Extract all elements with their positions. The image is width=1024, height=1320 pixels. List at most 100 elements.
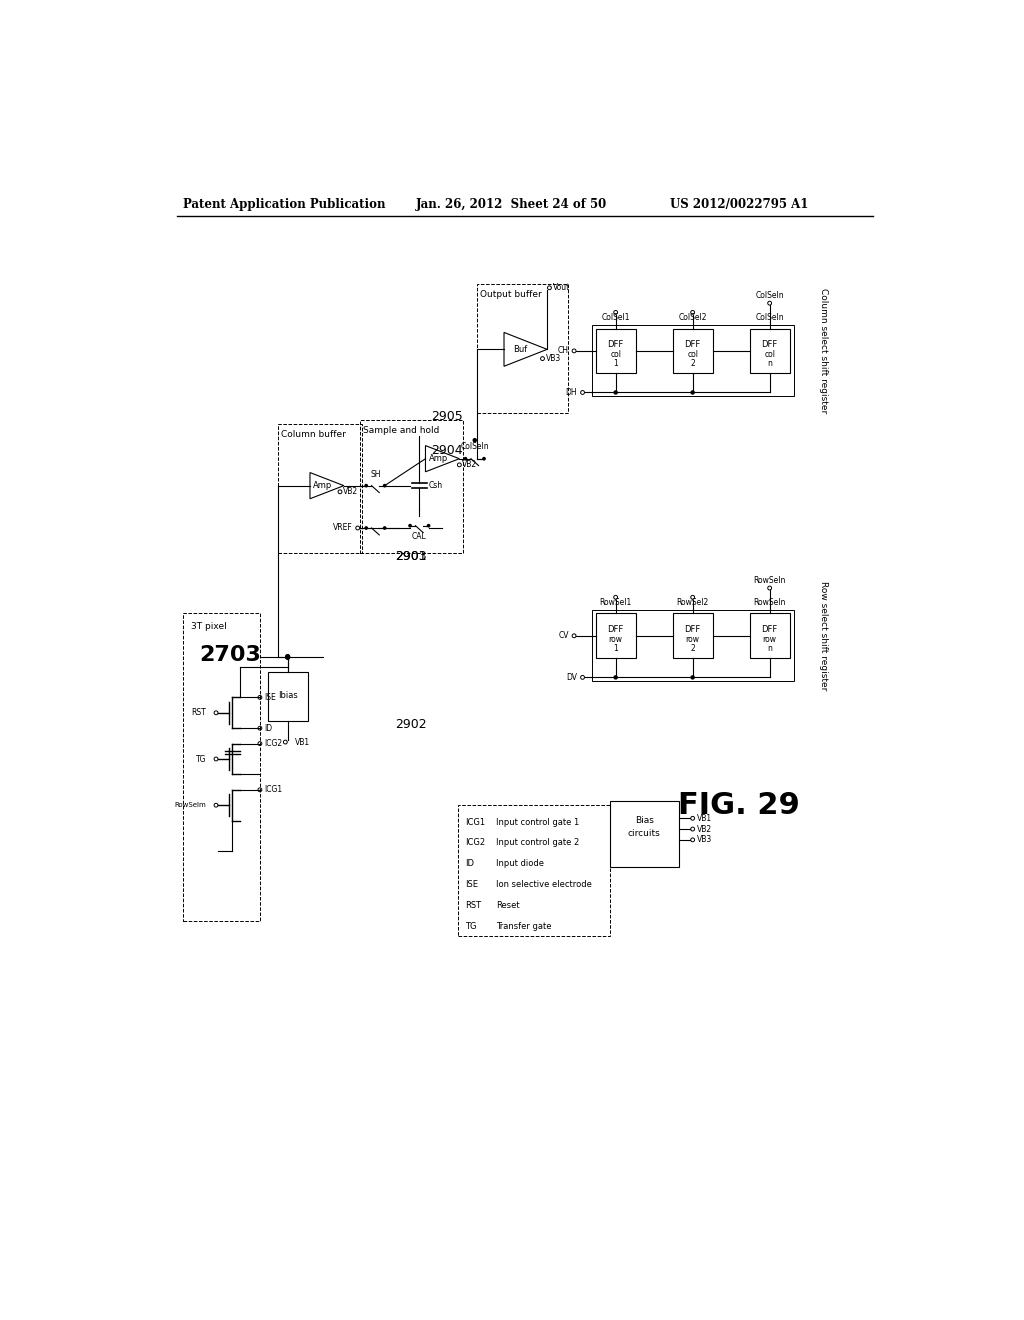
Text: ISE: ISE (466, 880, 478, 888)
Bar (592, 325, 794, 396)
Text: DFF: DFF (607, 626, 624, 634)
Bar (592, 610, 794, 681)
Text: 2: 2 (690, 359, 695, 368)
Text: ICG2: ICG2 (264, 739, 282, 748)
Text: col: col (764, 350, 775, 359)
Text: VB3: VB3 (546, 354, 561, 363)
Text: col: col (687, 350, 698, 359)
Text: 2703: 2703 (200, 645, 261, 665)
Text: ICG1: ICG1 (466, 817, 485, 826)
Text: RowSel1: RowSel1 (599, 598, 632, 607)
Text: Ion selective electrode: Ion selective electrode (497, 880, 592, 888)
Text: 1: 1 (613, 359, 618, 368)
Text: Reset: Reset (497, 900, 520, 909)
Text: Amp: Amp (429, 454, 447, 463)
Text: US 2012/0022795 A1: US 2012/0022795 A1 (670, 198, 808, 211)
Circle shape (464, 458, 467, 459)
Text: row: row (763, 635, 776, 644)
Bar (750, 329, 790, 374)
Text: Amp: Amp (313, 482, 333, 490)
Text: Input diode: Input diode (497, 859, 545, 869)
Text: 2905: 2905 (431, 409, 463, 422)
Text: Buf: Buf (513, 345, 527, 354)
Text: Input control gate 1: Input control gate 1 (497, 817, 580, 826)
Bar (596, 329, 636, 374)
Text: 3T pixel: 3T pixel (190, 622, 226, 631)
Text: VB2: VB2 (463, 461, 477, 470)
Text: Patent Application Publication: Patent Application Publication (183, 198, 385, 211)
Text: Transfer gate: Transfer gate (497, 921, 552, 931)
Text: 2901: 2901 (395, 550, 427, 564)
Text: VB2: VB2 (696, 825, 712, 833)
Bar (673, 614, 713, 659)
Text: RowSeln: RowSeln (754, 598, 785, 607)
Bar (279, 424, 361, 553)
Text: Jan. 26, 2012  Sheet 24 of 50: Jan. 26, 2012 Sheet 24 of 50 (416, 198, 606, 211)
Bar (458, 805, 609, 936)
Text: VB2: VB2 (343, 487, 358, 496)
Text: Column select shift register: Column select shift register (819, 288, 828, 413)
Text: 2: 2 (690, 644, 695, 653)
Text: DV: DV (566, 673, 578, 682)
Text: ID: ID (466, 859, 474, 869)
Text: RowSeln: RowSeln (754, 576, 785, 585)
Circle shape (691, 391, 694, 393)
Text: ICG2: ICG2 (466, 838, 485, 847)
Text: n: n (767, 644, 772, 653)
Text: Vout: Vout (553, 284, 569, 292)
Text: VB1: VB1 (696, 814, 712, 822)
Bar (477, 284, 568, 412)
Text: ICG1: ICG1 (264, 785, 282, 795)
Bar (673, 329, 713, 374)
Bar (596, 614, 636, 659)
Text: RST: RST (466, 900, 481, 909)
Circle shape (691, 676, 694, 678)
Text: DH: DH (565, 388, 578, 397)
Text: Column buffer: Column buffer (282, 430, 346, 440)
Text: 2904: 2904 (431, 445, 463, 458)
Text: Input control gate 2: Input control gate 2 (497, 838, 580, 847)
Circle shape (384, 527, 386, 529)
Text: CV: CV (558, 631, 568, 640)
Circle shape (365, 484, 368, 487)
Text: DFF: DFF (762, 626, 778, 634)
Text: VB3: VB3 (696, 836, 712, 845)
Text: RowSel2: RowSel2 (677, 598, 709, 607)
Circle shape (483, 458, 485, 459)
Text: SH: SH (370, 470, 381, 479)
Text: circuits: circuits (628, 829, 660, 838)
Bar (609, 801, 679, 867)
Circle shape (286, 656, 290, 659)
Text: ISE: ISE (264, 693, 275, 702)
Text: TG: TG (466, 921, 477, 931)
Text: DFF: DFF (607, 341, 624, 350)
Bar (360, 420, 463, 553)
Text: ColSeln: ColSeln (756, 290, 784, 300)
Text: row: row (686, 635, 699, 644)
Text: TG: TG (196, 755, 206, 763)
Text: ColSel1: ColSel1 (601, 313, 630, 322)
Text: DFF: DFF (762, 341, 778, 350)
Text: 1: 1 (613, 644, 618, 653)
Text: Output buffer: Output buffer (480, 290, 542, 300)
Text: DFF: DFF (684, 626, 700, 634)
Bar (267, 672, 307, 721)
Text: CH: CH (558, 346, 568, 355)
Text: RST: RST (191, 709, 206, 717)
Text: Ibias: Ibias (278, 692, 298, 701)
Text: Sample and hold: Sample and hold (364, 426, 439, 436)
Circle shape (384, 484, 386, 487)
Text: CAL: CAL (412, 532, 427, 541)
Text: ColSel2: ColSel2 (679, 313, 707, 322)
Text: n: n (767, 359, 772, 368)
Bar (750, 614, 790, 659)
Text: VREF: VREF (333, 524, 352, 532)
Circle shape (614, 676, 617, 678)
Text: RowSelm: RowSelm (174, 803, 206, 808)
Text: row: row (608, 635, 623, 644)
Text: VB1: VB1 (295, 738, 310, 747)
Text: 2903: 2903 (395, 550, 427, 564)
Text: Bias: Bias (635, 816, 653, 825)
Text: Row select shift register: Row select shift register (819, 581, 828, 690)
Text: col: col (610, 350, 622, 359)
